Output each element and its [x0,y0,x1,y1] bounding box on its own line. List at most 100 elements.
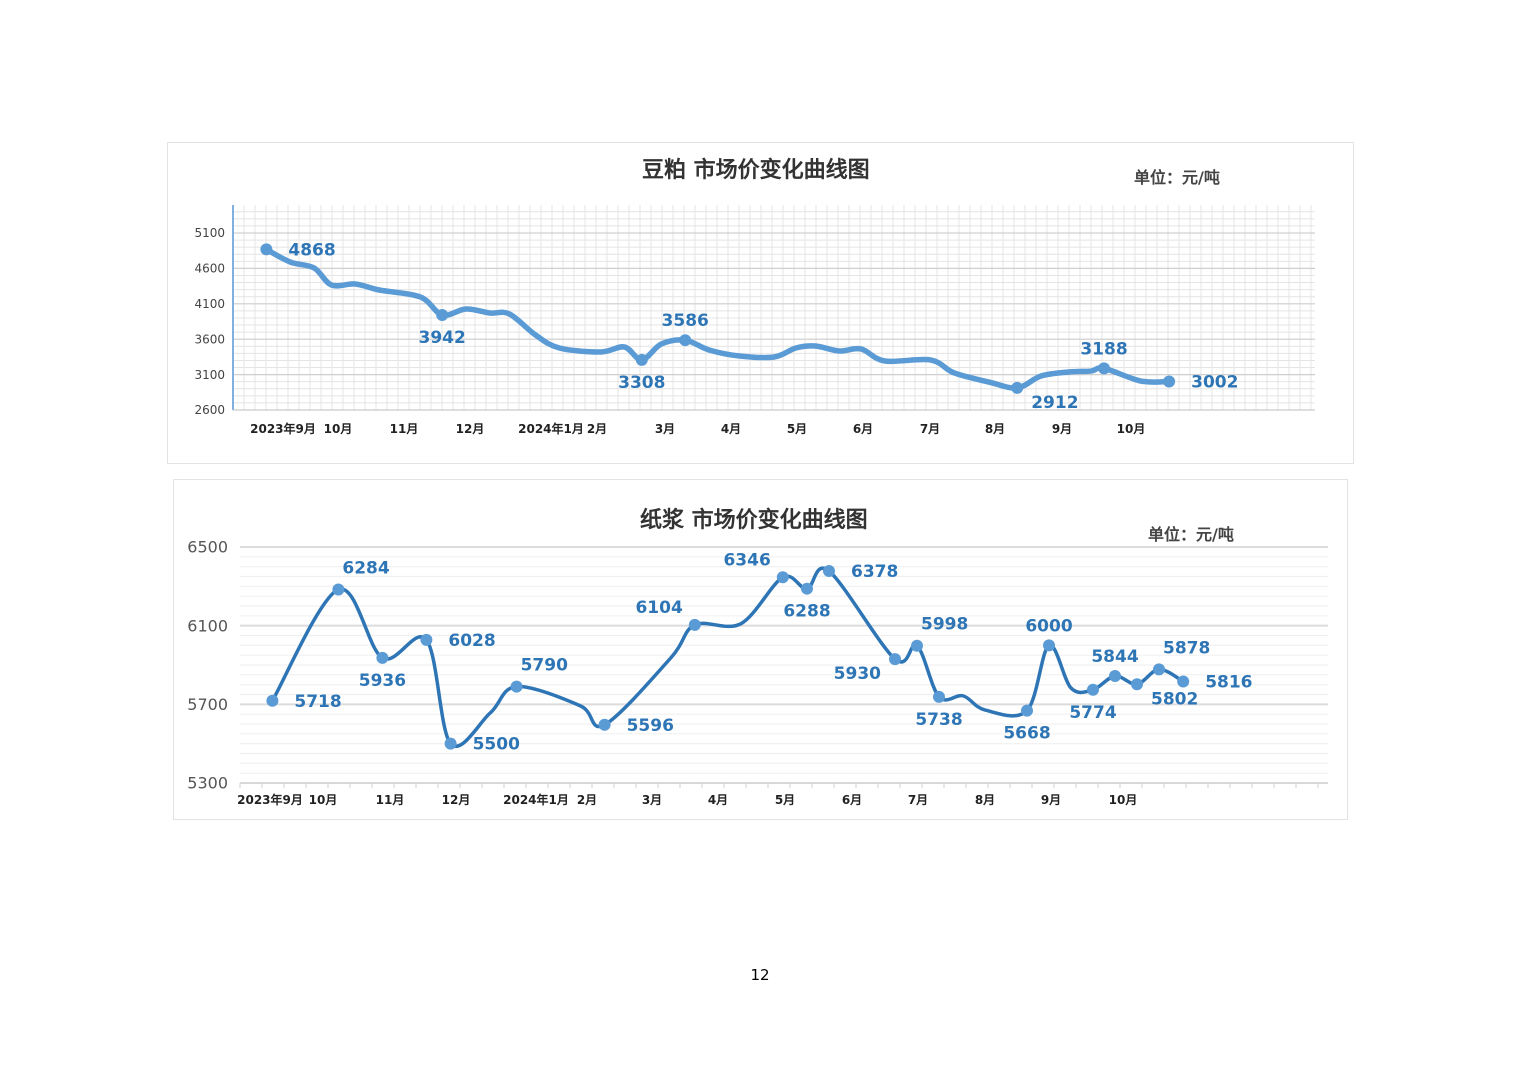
pulp-data-label: 5930 [834,664,881,684]
pulp-data-label: 6284 [342,558,389,578]
pulp-data-label: 5596 [627,716,674,736]
soymeal-x-tick-label: 2024年1月 [518,421,584,436]
pulp-data-point [444,737,457,750]
soymeal-data-point [436,308,449,321]
soymeal-x-tick-label: 10月 [324,422,353,436]
pulp-data-point [911,639,923,652]
soymeal-data-label: 3188 [1080,339,1127,359]
soymeal-y-tick-label: 5100 [194,226,225,240]
pulp-data-point [376,651,389,664]
pulp-data-point [1087,683,1099,696]
soymeal-x-tick-label: 11月 [390,422,419,436]
pulp-data-label: 5816 [1205,673,1252,693]
pulp-data-label: 5802 [1151,689,1198,709]
pulp-x-tick-label: 10月 [1109,793,1138,807]
pulp-x-tick-label: 10月 [309,793,338,807]
soymeal-data-point [1011,381,1024,394]
soymeal-grid [232,205,1315,411]
soymeal-x-tick-label: 5月 [787,422,807,436]
soymeal-data-point [260,243,273,256]
soymeal-x-tick-label: 12月 [456,422,485,436]
pulp-series-line [270,566,1185,748]
pulp-y-tick-label: 6500 [187,538,228,557]
soymeal-chart-unit: 单位：元/吨 [1134,168,1220,187]
pulp-data-point [776,571,789,584]
soymeal-y-tick-label: 3100 [194,368,225,382]
pulp-data-label: 6288 [783,602,830,622]
pulp-y-tick-label: 5700 [187,695,228,714]
soymeal-chart: 2600 3100 3600 4100 4600 5100 2023年9月 10月 11月 12月… [194,205,1315,436]
pulp-x-tick-label: 12月 [442,793,471,807]
pulp-data-label: 6346 [723,550,770,570]
pulp-data-label: 5998 [921,615,968,635]
pulp-x-tick-label: 3月 [642,793,662,807]
pulp-data-point [1177,675,1190,688]
pulp-data-label: 5878 [1163,638,1210,658]
pulp-chart-unit: 单位：元/吨 [1148,525,1234,544]
pulp-data-label: 6378 [851,562,898,582]
pulp-data-label: 5774 [1069,703,1116,723]
pulp-data-point [1043,639,1055,652]
pulp-data-label: 5844 [1091,647,1138,667]
pulp-chart: 5300 5700 6100 6500 2023年9月 10月 11月 12月 2024年1月 2… [187,538,1328,807]
soymeal-x-tick-label: 7月 [920,422,940,436]
pulp-x-tick-label: 8月 [975,793,995,807]
soymeal-x-tick-label: 2023年9月 [250,421,316,436]
pulp-data-point [332,583,345,596]
soymeal-data-label: 4868 [288,240,335,260]
soymeal-data-point [1163,375,1176,388]
soymeal-data-point [635,353,648,366]
pulp-data-point [1153,663,1165,676]
soymeal-x-tick-label: 10月 [1117,422,1146,436]
pulp-data-label: 6000 [1025,616,1072,636]
pulp-data-label: 5718 [294,692,341,712]
pulp-x-tick-label: 2024年1月 [503,792,569,807]
pulp-x-tick-label: 4月 [708,793,728,807]
soymeal-x-tick-label: 6月 [853,422,873,436]
pulp-data-label: 5500 [473,735,520,755]
pulp-data-point [801,582,813,595]
pulp-data-label: 5668 [1003,724,1050,744]
pulp-chart-title: 纸浆 市场价变化曲线图 [640,508,868,533]
soymeal-y-tick-label: 2600 [194,403,225,417]
pulp-data-point [1021,704,1033,717]
pulp-data-label: 5790 [521,656,568,676]
soymeal-y-tick-label: 3600 [194,332,225,346]
pulp-data-point [889,653,901,666]
pulp-x-tick-label: 6月 [842,793,862,807]
soymeal-y-tick-label: 4600 [194,262,225,276]
soymeal-data-label: 3308 [618,373,665,393]
pulp-data-label: 6104 [635,598,682,618]
pulp-data-point [598,718,611,731]
pulp-data-label: 5936 [359,671,406,691]
pulp-data-point [266,694,279,707]
pulp-data-point [933,690,945,703]
soymeal-data-label: 3002 [1191,373,1238,393]
pulp-y-tick-label: 6100 [187,616,228,635]
soymeal-y-tick-label: 4100 [194,297,225,311]
soymeal-x-tick-label: 2月 [587,422,607,436]
pulp-x-tick-label: 7月 [908,793,928,807]
soymeal-x-tick-label: 4月 [721,422,741,436]
pulp-x-tick-label: 2023年9月 [237,792,303,807]
soymeal-data-point [679,334,692,347]
soymeal-chart-title: 豆粕 市场价变化曲线图 [642,158,870,183]
soymeal-data-label: 3942 [418,328,465,348]
pulp-data-point [420,633,433,646]
page-number: 12 [750,966,770,984]
pulp-x-tick-label: 5月 [775,793,795,807]
soymeal-data-label: 2912 [1031,393,1078,413]
soymeal-data-label: 3586 [662,311,709,331]
pulp-grid [239,546,1328,788]
pulp-y-tick-label: 5300 [187,774,228,793]
pulp-data-label: 5738 [915,710,962,730]
pulp-data-point [510,680,523,693]
pulp-data-point [1131,678,1143,691]
soymeal-x-tick-label: 8月 [985,422,1005,436]
pulp-x-tick-label: 9月 [1041,793,1061,807]
pulp-data-point [688,618,701,631]
pulp-x-tick-label: 2月 [577,793,597,807]
pulp-data-point [823,564,835,577]
pulp-data-point [1109,670,1121,683]
